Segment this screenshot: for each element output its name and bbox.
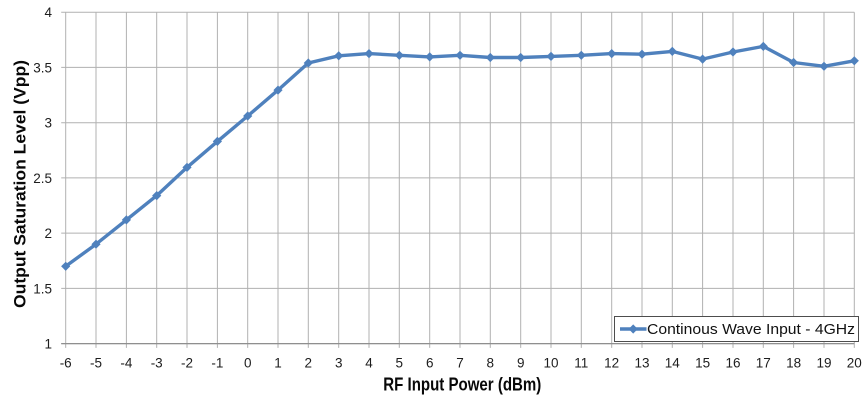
svg-text:13: 13: [634, 356, 649, 371]
svg-text:3: 3: [44, 116, 52, 131]
svg-text:17: 17: [756, 356, 771, 371]
svg-text:3: 3: [335, 356, 343, 371]
svg-text:3.5: 3.5: [33, 60, 52, 75]
svg-text:5: 5: [396, 356, 404, 371]
svg-text:0: 0: [244, 356, 252, 371]
svg-text:RF Input Power (dBm): RF Input Power (dBm): [383, 374, 541, 394]
svg-text:-1: -1: [211, 356, 223, 371]
svg-text:Output Saturation Level (Vpp): Output Saturation Level (Vpp): [11, 60, 30, 308]
svg-text:14: 14: [665, 356, 681, 371]
svg-text:-3: -3: [151, 356, 163, 371]
svg-text:4: 4: [365, 356, 373, 371]
svg-text:Continous Wave Input - 4GHz: Continous Wave Input - 4GHz: [647, 321, 855, 338]
svg-text:2.5: 2.5: [33, 171, 52, 186]
svg-text:15: 15: [695, 356, 710, 371]
svg-text:-6: -6: [60, 356, 72, 371]
svg-text:7: 7: [456, 356, 464, 371]
svg-text:-4: -4: [120, 356, 132, 371]
svg-text:16: 16: [725, 356, 740, 371]
svg-text:11: 11: [574, 356, 588, 371]
svg-text:1.5: 1.5: [33, 281, 52, 296]
svg-text:2: 2: [44, 226, 52, 241]
svg-text:-2: -2: [181, 356, 193, 371]
svg-text:10: 10: [543, 356, 558, 371]
svg-text:18: 18: [786, 356, 801, 371]
svg-text:19: 19: [816, 356, 831, 371]
svg-text:6: 6: [426, 356, 434, 371]
svg-text:9: 9: [517, 356, 525, 371]
svg-text:1: 1: [44, 337, 52, 352]
svg-text:4: 4: [44, 5, 52, 20]
svg-text:2: 2: [305, 356, 313, 371]
svg-text:1: 1: [274, 356, 282, 371]
svg-text:20: 20: [847, 356, 862, 371]
svg-text:8: 8: [487, 356, 495, 371]
svg-text:-5: -5: [90, 356, 102, 371]
svg-text:12: 12: [604, 356, 619, 371]
